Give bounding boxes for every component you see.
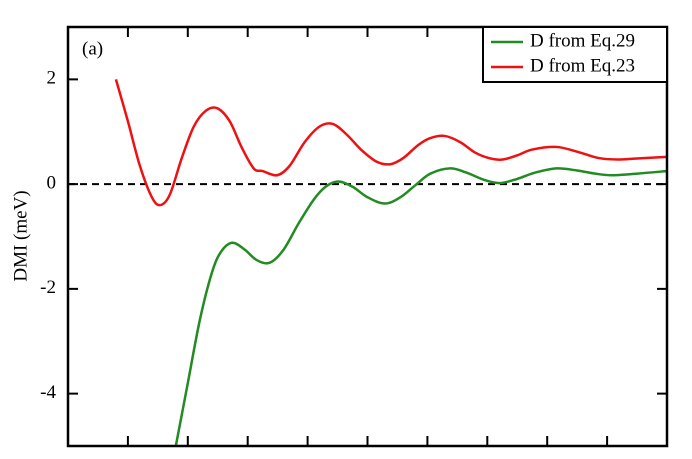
data-line [174, 167, 667, 446]
y-tick-label: -2 [40, 277, 56, 298]
legend-label: D from Eq.29 [530, 30, 635, 51]
legend-label: D from Eq.23 [530, 55, 635, 76]
plot-frame [66, 25, 669, 448]
y-axis-label: DMI (meV) [10, 190, 31, 281]
y-tick-label: -4 [40, 382, 56, 403]
legend-box [482, 26, 668, 83]
y-tick-label: 0 [47, 172, 57, 193]
data-line [114, 79, 667, 207]
annotation: (a) [82, 38, 103, 59]
y-tick-label: 2 [47, 68, 57, 89]
